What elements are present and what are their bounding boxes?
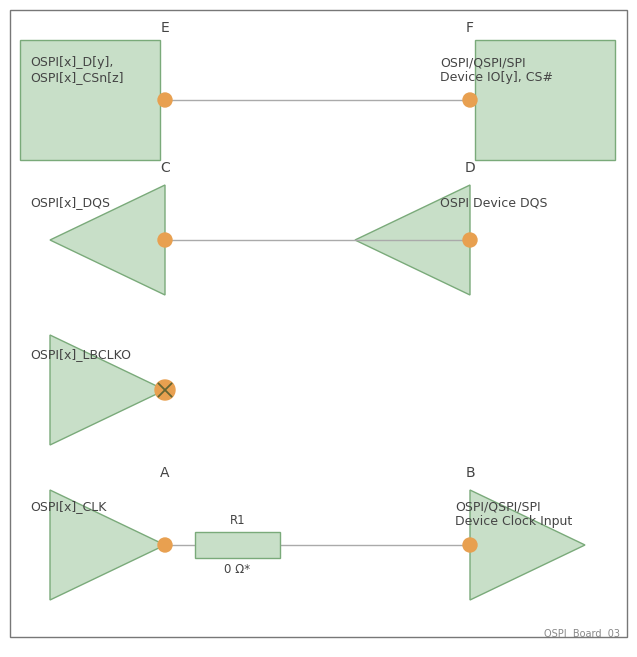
Circle shape [158,233,172,247]
Circle shape [158,538,172,552]
Polygon shape [50,335,165,445]
Text: OSPI/QSPI/SPI
Device IO[y], CS#: OSPI/QSPI/SPI Device IO[y], CS# [440,56,553,84]
Text: OSPI/QSPI/SPI
Device Clock Input: OSPI/QSPI/SPI Device Clock Input [455,500,572,528]
Polygon shape [355,185,470,295]
Circle shape [463,538,477,552]
Text: E: E [161,21,169,35]
Text: OSPI[x]_DQS: OSPI[x]_DQS [30,196,110,209]
Polygon shape [50,185,165,295]
Polygon shape [470,490,585,600]
Text: R1: R1 [230,514,245,527]
Text: F: F [466,21,474,35]
Circle shape [463,93,477,107]
Circle shape [155,380,175,400]
Text: 0 Ω*: 0 Ω* [224,563,250,576]
Text: D: D [464,161,475,175]
Text: C: C [160,161,170,175]
Text: OSPI Device DQS: OSPI Device DQS [440,196,547,209]
Text: OSPI[x]_CLK: OSPI[x]_CLK [30,500,106,513]
Bar [195,532,280,558]
Text: B: B [465,466,475,480]
Circle shape [463,233,477,247]
Text: OSPI[x]_LBCLKO: OSPI[x]_LBCLKO [30,348,131,361]
Polygon shape [50,490,165,600]
Bar [20,40,160,160]
Circle shape [158,93,172,107]
Text: A: A [161,466,169,480]
Bar [475,40,615,160]
Text: OSPI  Board  03: OSPI Board 03 [544,629,620,639]
Text: OSPI[x]_D[y],
OSPI[x]_CSn[z]: OSPI[x]_D[y], OSPI[x]_CSn[z] [30,56,124,84]
